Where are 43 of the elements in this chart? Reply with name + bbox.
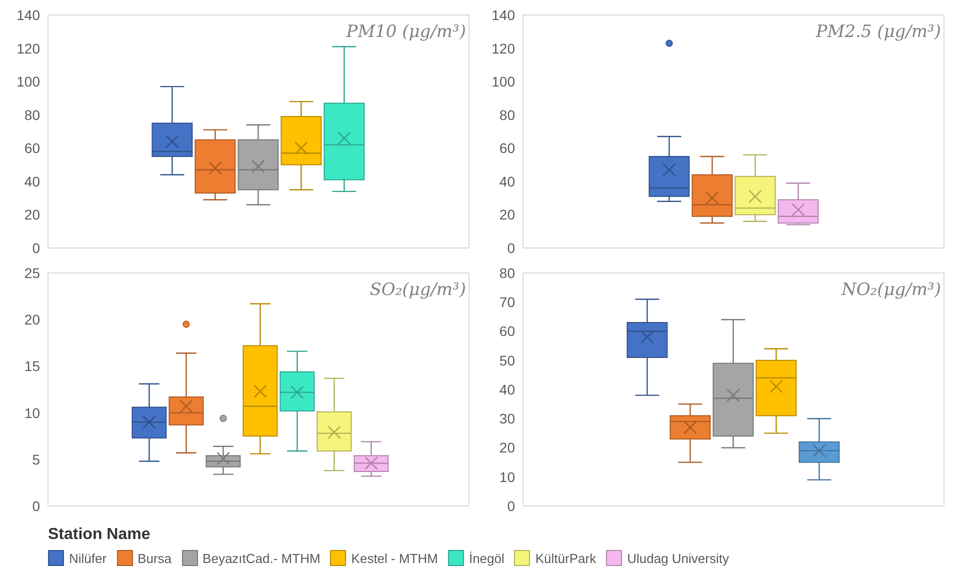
y-tick-label: 60	[499, 140, 516, 156]
y-tick-label: 70	[499, 294, 516, 310]
y-tick-label: 40	[24, 173, 40, 190]
legend-label: İnegöl	[468, 550, 504, 566]
legend-label: BeyazıtCad.- MTHM	[202, 550, 320, 566]
y-tick-label: 100	[16, 74, 40, 90]
y-tick-label: 140	[16, 6, 40, 23]
legend-label: Uludag University	[627, 550, 729, 566]
y-tick-label: 0	[32, 498, 40, 514]
chart-title: PM2.5 (μg/m³)	[816, 22, 941, 42]
legend-label: Nilüfer	[69, 550, 107, 566]
y-tick-label: 80	[499, 264, 516, 281]
chart-title: PM10 (μg/m³)	[346, 22, 466, 42]
y-tick-label: 10	[24, 404, 40, 421]
legend-label: Kestel - MTHM	[351, 550, 438, 566]
y-tick-label: 100	[492, 74, 516, 90]
y-tick-label: 5	[32, 451, 40, 468]
y-tick-label: 20	[24, 312, 40, 328]
y-tick-label: 15	[24, 358, 40, 374]
y-tick-label: 30	[499, 410, 516, 427]
y-tick-label: 10	[499, 468, 516, 485]
y-tick-label: 120	[16, 40, 40, 56]
y-tick-label: 20	[24, 206, 40, 223]
y-tick-label: 25	[24, 264, 40, 281]
legend-label: KültürPark	[535, 550, 596, 566]
legend-title: Station Name	[48, 526, 152, 544]
chart-title: SO₂(μg/m³)	[370, 280, 466, 300]
y-tick-label: 0	[32, 240, 40, 256]
y-tick-label: 120	[492, 40, 516, 56]
chart-title: NO₂(μg/m³)	[842, 280, 941, 300]
y-tick-label: 60	[499, 323, 516, 340]
y-tick-label: 0	[507, 240, 516, 256]
y-tick-label: 50	[499, 352, 516, 368]
y-tick-label: 20	[499, 440, 516, 456]
legend-label: Bursa	[138, 550, 172, 566]
y-tick-label: 80	[24, 106, 40, 123]
y-tick-label: 140	[492, 6, 516, 23]
y-tick-label: 40	[499, 173, 516, 190]
y-tick-label: 0	[507, 498, 516, 514]
y-tick-label: 60	[24, 140, 40, 156]
y-tick-label: 80	[499, 106, 516, 123]
y-tick-label: 40	[499, 381, 516, 398]
y-tick-label: 20	[499, 206, 516, 223]
